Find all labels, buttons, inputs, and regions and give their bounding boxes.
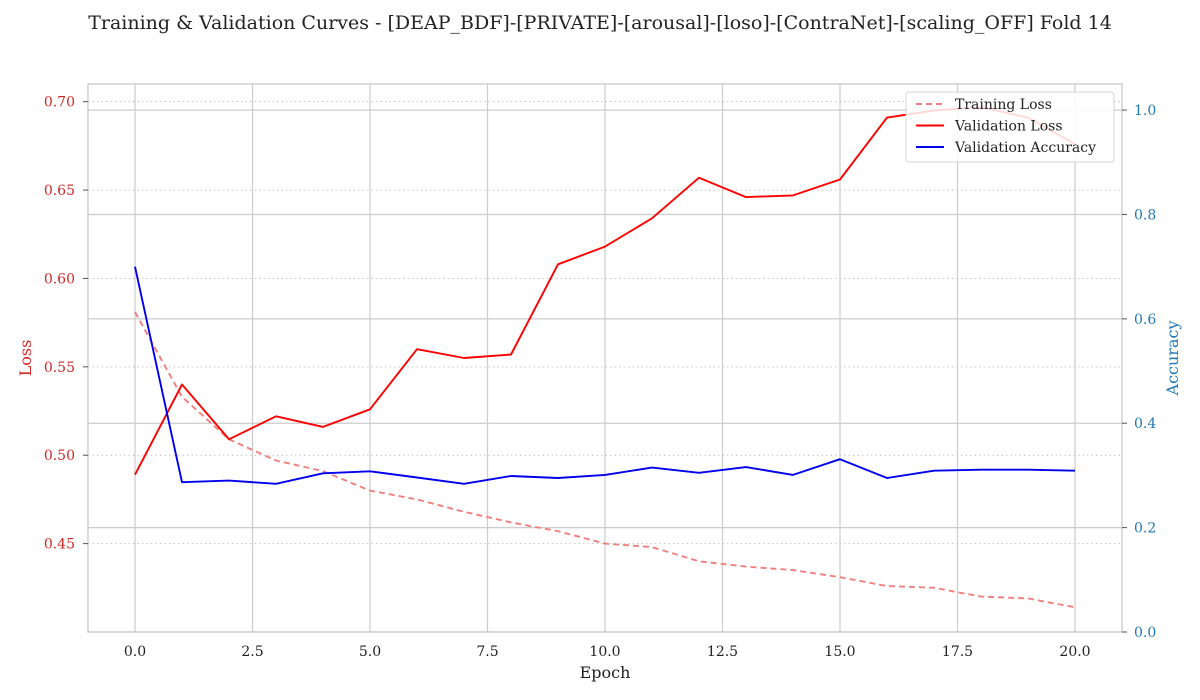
y-right-tick-label: 0.8 <box>1134 207 1156 223</box>
legend-label: Validation Loss <box>954 119 1063 135</box>
y-left-tick-label: 0.45 <box>44 537 75 553</box>
x-tick-label: 17.5 <box>942 644 973 660</box>
y-right-tick-label: 0.4 <box>1134 416 1156 432</box>
y-left-tick-label: 0.50 <box>44 448 75 464</box>
chart-title: Training & Validation Curves - [DEAP_BDF… <box>88 12 1112 34</box>
x-tick-label: 12.5 <box>707 644 738 660</box>
ticks: 0.0 2.5 5.0 7.5 10.0 12.5 15.0 17.5 20.0 0.0 0.2 0.… <box>44 95 1157 660</box>
y-right-tick-label: 1.0 <box>1134 103 1156 119</box>
x-tick-label: 20.0 <box>1059 644 1090 660</box>
y-right-tick-label: 0.2 <box>1134 521 1156 537</box>
y-axis-right-label: Accuracy <box>1163 321 1182 397</box>
y-left-tick-label: 0.70 <box>44 95 75 111</box>
legend-label: Training Loss <box>955 97 1052 113</box>
series-line-training-loss <box>134 311 1076 609</box>
legend-box <box>905 91 1115 163</box>
series-line-validation-accuracy <box>134 266 1076 485</box>
x-tick-label: 10.0 <box>589 644 620 660</box>
x-tick-label: 15.0 <box>824 644 855 660</box>
x-tick-label: 0.0 <box>124 644 146 660</box>
legend-label: Validation Accuracy <box>954 140 1096 156</box>
y-right-tick-label: 0.0 <box>1134 625 1156 641</box>
y-left-tick-label: 0.65 <box>44 183 75 199</box>
y-left-tick-label: 0.60 <box>44 271 75 287</box>
plot-frame <box>87 83 1123 633</box>
x-tick-label: 2.5 <box>241 644 263 660</box>
y-axis-left-label: Loss <box>16 340 35 377</box>
x-tick-label: 7.5 <box>476 644 498 660</box>
legend: Training Loss Validation Loss Validation A… <box>905 91 1115 163</box>
x-axis-label: Epoch <box>580 663 631 682</box>
y-right-tick-label: 0.6 <box>1134 312 1156 328</box>
grid <box>88 84 1122 633</box>
y-left-tick-label: 0.55 <box>44 360 75 376</box>
x-tick-label: 5.0 <box>359 644 381 660</box>
